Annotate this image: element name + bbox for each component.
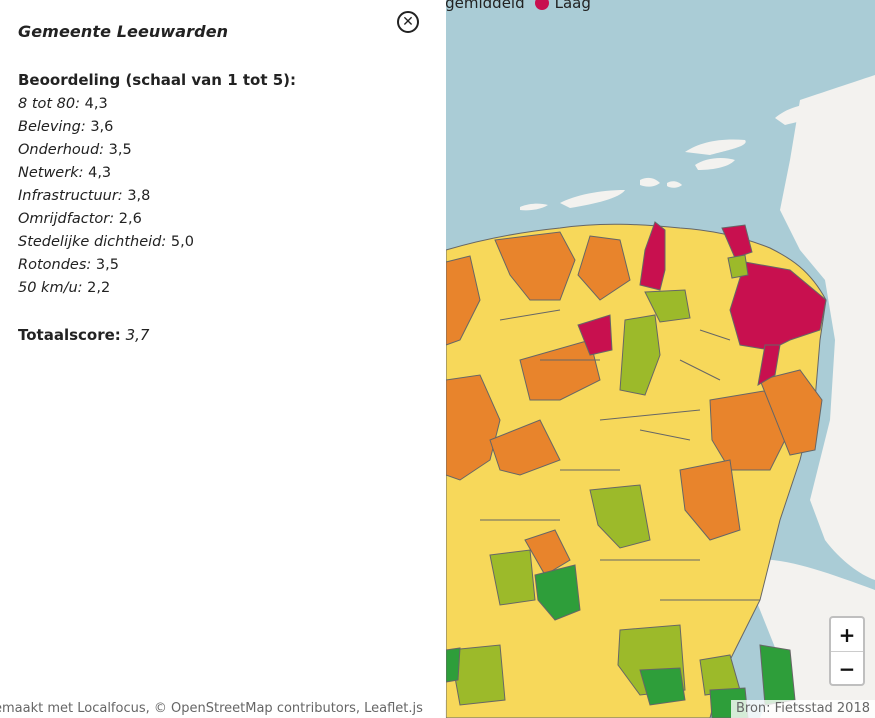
region-laag [577,314,613,356]
island [560,190,625,208]
score-value: 4,3 [84,96,108,112]
region-bovengemiddeld [449,644,506,706]
score-label: 8 tot 80: [18,96,81,112]
land-east [780,75,875,580]
score-row: 8 tot 80: 4,3 [18,93,428,116]
score-label: 50 km/u: [18,280,83,296]
close-icon[interactable]: ✕ [397,11,419,33]
island [685,139,746,155]
region-bovengemiddeld [619,314,661,396]
score-value: 2,2 [87,280,111,296]
region-ondergemiddeld [519,339,601,401]
region-hoog [445,647,461,683]
score-value: 4,3 [88,165,112,181]
region-bovengemiddeld [644,289,691,323]
region-ondergemiddeld [679,459,741,541]
score-row: Beleving: 3,6 [18,116,428,139]
score-label: Rotondes: [18,257,92,273]
total-label: Totaalscore: [18,326,121,344]
region-laag [721,224,753,259]
region-ondergemiddeld [577,235,631,301]
zoom-in-button[interactable]: + [831,618,863,652]
island [695,157,735,170]
score-row: Infrastructuur: 3,8 [18,185,428,208]
score-value: 3,6 [90,119,114,135]
total-score: Totaalscore: 3,7 [18,326,428,344]
score-row: Netwerk: 4,3 [18,162,428,185]
legend-dot [534,0,549,10]
island [640,177,660,187]
region-borders [480,309,760,601]
region-ondergemiddeld [445,255,481,346]
score-label: Beleving: [18,119,86,135]
section-heading: Beoordeling (schaal van 1 tot 5): [18,71,297,89]
score-value: 3,8 [127,188,151,204]
score-row: 50 km/u: 2,2 [18,277,428,300]
legend-label: Laag [554,0,591,12]
island [520,203,548,211]
score-value: 2,6 [118,211,142,227]
score-row: Stedelijke dichtheid: 5,0 [18,231,428,254]
attribution-right[interactable]: Bron: Fietsstad 2018 [731,700,875,718]
legend-item-ondergemiddeld: ergemiddeld [430,0,525,12]
region-ondergemiddeld [489,419,561,476]
score-label: Netwerk: [18,165,84,181]
zoom-control: + − [829,616,865,686]
score-value: 5,0 [170,234,194,250]
score-label: Onderhoud: [18,142,105,158]
total-value: 3,7 [125,326,150,344]
region-bovengemiddeld [727,254,749,279]
island [667,181,682,188]
legend-item-laag: Laag [534,0,591,12]
region-hoog [639,667,686,706]
region-bovengemiddeld [589,484,651,549]
region-laag [757,344,781,386]
region-ondergemiddeld [494,231,576,301]
score-row: Omrijdfactor: 2,6 [18,208,428,231]
region-hoog [759,644,796,706]
score-value: 3,5 [95,257,119,273]
region-laag [639,221,666,291]
map-legend: ergemiddeld Laag [430,0,591,13]
zoom-out-button[interactable]: − [838,656,856,681]
score-label: Stedelijke dichtheid: [18,234,167,250]
region-hoog [534,564,581,621]
region-ondergemiddeld [445,374,501,481]
score-row: Rotondes: 3,5 [18,254,428,277]
region-ondergemiddeld [759,369,823,456]
panel-title: Gemeente Leeuwarden [18,22,229,41]
score-label: Omrijdfactor: [18,211,115,227]
region-ondergemiddeld [524,529,571,576]
region-bovengemiddeld [489,549,536,606]
score-label: Infrastructuur: [18,188,123,204]
region-laag [729,261,827,351]
info-panel: Gemeente Leeuwarden ✕ Beoordeling (schaa… [0,0,446,700]
legend-label: ergemiddeld [430,0,525,12]
score-value: 3,5 [108,142,132,158]
score-row: Onderhoud: 3,5 [18,139,428,162]
attribution-left[interactable]: emaakt met Localfocus, © OpenStreetMap c… [0,700,446,718]
